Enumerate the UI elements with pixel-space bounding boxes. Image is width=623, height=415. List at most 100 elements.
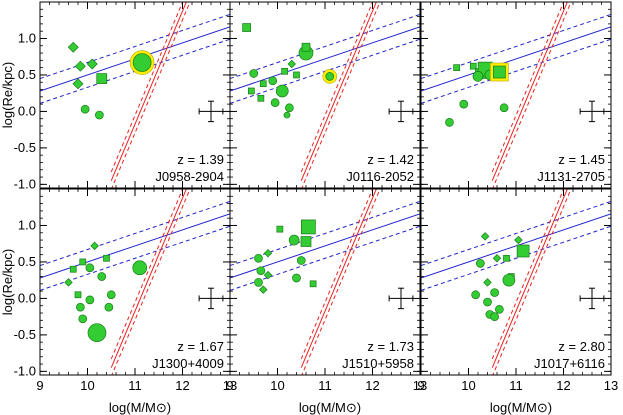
data-point xyxy=(493,65,506,79)
data-point xyxy=(69,265,77,273)
field-name-label: J1300+4009 xyxy=(152,356,224,371)
data-point xyxy=(301,219,316,235)
data-point xyxy=(490,288,499,297)
panel-plot-area xyxy=(230,189,420,375)
data-point xyxy=(254,253,263,263)
redshift-label: z = 1.42 xyxy=(367,152,414,167)
data-point xyxy=(132,53,152,72)
y-axis-label-row2: log(Re/kpc) xyxy=(0,249,15,315)
axis-labels: log(M/M⊙) log(M/M⊙) log(M/M⊙) log(Re/kpc… xyxy=(0,62,552,415)
y-axis-label-row1: log(Re/kpc) xyxy=(0,62,15,128)
blue-relation-line xyxy=(421,26,611,92)
red-relation-line xyxy=(110,2,187,181)
data-point xyxy=(325,72,335,81)
red-scatter-line xyxy=(300,189,374,360)
red-relation-line xyxy=(491,189,568,368)
x-tick-label: 10 xyxy=(270,378,284,393)
data-point xyxy=(270,98,280,108)
redshift-label: z = 1.73 xyxy=(367,339,414,354)
red-scatter-line xyxy=(491,189,565,360)
red-scatter-line xyxy=(491,2,565,173)
data-point xyxy=(276,225,284,233)
x-axis-label-col1: log(M/M⊙) xyxy=(109,400,171,415)
y-tick-label: 0.0 xyxy=(18,103,36,118)
data-point xyxy=(74,60,86,72)
x-tick-label: 9 xyxy=(226,378,233,393)
y-tick-label: 1.0 xyxy=(18,30,36,45)
data-point xyxy=(502,273,516,287)
y-tick-label: -0.5 xyxy=(14,327,36,342)
data-point xyxy=(242,23,251,32)
red-relation-line xyxy=(110,189,187,368)
data-point xyxy=(492,254,502,263)
x-tick-label: 11 xyxy=(128,378,142,393)
data-point xyxy=(86,58,98,70)
data-point xyxy=(95,110,104,120)
data-point xyxy=(300,236,312,247)
red-scatter-line xyxy=(110,189,184,360)
blue-relation-line xyxy=(230,26,420,92)
data-point xyxy=(254,278,263,287)
data-point xyxy=(85,263,95,273)
blue-scatter-line xyxy=(230,225,420,291)
red-relation-line xyxy=(300,2,377,181)
blue-scatter-line xyxy=(230,13,420,80)
y-tick-label: -1.0 xyxy=(14,176,36,191)
panel-2: z = 1.42 J0116-2052 xyxy=(229,1,421,189)
x-tick-label: 11 xyxy=(509,378,523,393)
data-point xyxy=(256,266,266,276)
data-point xyxy=(87,323,107,343)
field-name-label: J1017+6116 xyxy=(534,356,605,371)
data-point xyxy=(76,302,85,312)
y-tick-label: -1.0 xyxy=(14,363,36,378)
panel-4: z = 1.67 J1300+4009 xyxy=(39,188,231,376)
red-scatter-line xyxy=(492,2,572,188)
tick-labels-layer: -1.0 -0.5 0.0 0.5 1.0 -1.0 -0.5 0.0 0.5 1.0 9 10 11 1… xyxy=(14,30,619,393)
data-point xyxy=(263,248,273,258)
data-point xyxy=(259,285,268,294)
x-tick-label: 10 xyxy=(461,378,475,393)
data-point xyxy=(309,280,317,288)
y-tick-label: 0.5 xyxy=(18,67,36,82)
data-point xyxy=(483,278,492,287)
data-point xyxy=(248,87,255,95)
data-point xyxy=(495,305,504,314)
data-point xyxy=(103,254,110,262)
data-point xyxy=(514,235,523,245)
x-tick-label: 12 xyxy=(556,378,570,393)
data-point xyxy=(469,62,477,70)
x-tick-label: 13 xyxy=(223,378,237,393)
panel-3: z = 1.45 J1131-2705 xyxy=(420,1,612,189)
data-point xyxy=(80,104,90,114)
y-tick-label: 0.0 xyxy=(18,290,36,305)
y-tick-label: 1.0 xyxy=(18,217,36,232)
data-point xyxy=(285,103,294,113)
red-scatter-line xyxy=(111,189,191,375)
data-point xyxy=(499,103,509,113)
blue-scatter-line xyxy=(40,200,230,267)
data-point xyxy=(132,260,148,276)
x-tick-label: 13 xyxy=(413,378,427,393)
redshift-label: z = 1.67 xyxy=(177,339,224,354)
data-point xyxy=(483,297,492,307)
field-name-label: J1510+5958 xyxy=(342,356,414,371)
y-tick-label: 0.5 xyxy=(18,254,36,269)
data-point xyxy=(275,84,289,98)
data-point xyxy=(96,73,108,84)
data-point xyxy=(459,99,469,109)
x-tick-label: 12 xyxy=(365,378,379,393)
data-point xyxy=(263,270,273,280)
data-point xyxy=(78,314,88,324)
data-point xyxy=(288,234,300,246)
x-tick-label: 11 xyxy=(318,378,332,393)
data-point xyxy=(490,312,499,321)
field-name-label: J0958-2904 xyxy=(155,169,224,184)
data-point xyxy=(74,291,82,299)
x-axis-label-col3: log(M/M⊙) xyxy=(490,400,552,415)
blue-scatter-line xyxy=(40,225,230,291)
redshift-label: z = 2.80 xyxy=(558,339,605,354)
panel-6: z = 2.80 J1017+6116 xyxy=(420,188,612,376)
data-point xyxy=(97,272,107,281)
x-tick-label: 9 xyxy=(417,378,424,393)
panel-1: z = 1.39 J0958-2904 xyxy=(39,1,231,189)
